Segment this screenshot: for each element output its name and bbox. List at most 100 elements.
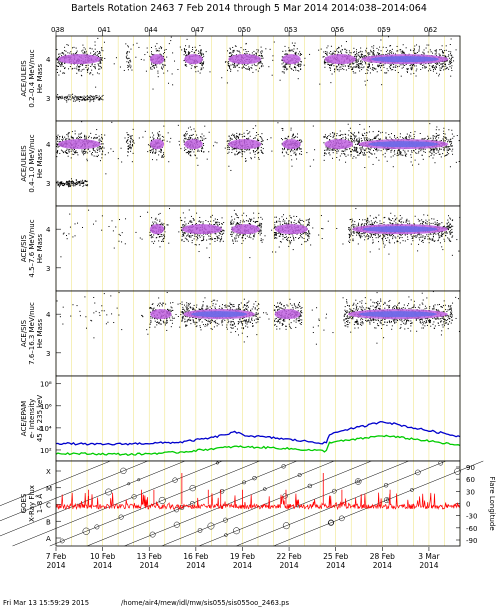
data-point: [446, 145, 448, 147]
data-point: [259, 234, 261, 236]
he3-point: [58, 98, 60, 100]
data-point: [200, 49, 202, 51]
he3-point: [57, 180, 59, 182]
data-point: [245, 220, 247, 222]
data-point: [199, 221, 201, 223]
he3-point: [90, 99, 92, 101]
data-point: [291, 42, 293, 44]
data-point: [249, 220, 251, 222]
data-point: [364, 62, 366, 64]
data-point: [374, 153, 376, 155]
data-point: [242, 236, 244, 238]
data-point: [216, 235, 218, 237]
data-point: [200, 67, 202, 69]
data-point: [305, 219, 307, 221]
data-point: [368, 148, 370, 150]
data-point: [293, 152, 295, 154]
data-point: [378, 149, 380, 151]
data-point: [71, 53, 73, 55]
data-point: [361, 145, 363, 147]
data-point: [436, 134, 438, 136]
data-point: [365, 72, 367, 74]
data-point: [362, 154, 364, 156]
data-point: [369, 53, 371, 55]
data-point: [354, 55, 356, 57]
data-point: [296, 48, 298, 50]
data-point: [235, 237, 237, 239]
data-point: [100, 147, 102, 149]
data-point: [289, 64, 291, 66]
data-point: [232, 46, 234, 48]
data-point: [366, 72, 368, 74]
he3-point: [64, 97, 66, 99]
data-point: [232, 50, 234, 52]
data-point: [227, 140, 229, 142]
data-point: [193, 219, 195, 221]
data-point: [332, 152, 334, 154]
data-point: [170, 137, 172, 139]
data-point: [221, 217, 223, 219]
data-point: [432, 70, 434, 72]
data-point: [57, 146, 59, 148]
data-point: [153, 67, 155, 69]
data-point: [253, 54, 255, 56]
data-point: [375, 136, 377, 138]
he3-point: [68, 94, 70, 96]
data-point: [374, 136, 376, 138]
data-point: [74, 133, 76, 135]
data-point: [245, 64, 247, 66]
data-point: [290, 155, 292, 157]
he3-point: [78, 98, 80, 100]
data-point: [59, 53, 61, 55]
he3-point: [97, 99, 99, 101]
data-point: [104, 134, 106, 136]
data-point: [127, 148, 129, 150]
data-point: [258, 230, 260, 232]
he3-point: [68, 182, 70, 184]
data-point: [391, 52, 393, 54]
data-point: [289, 66, 291, 68]
data-point: [67, 44, 69, 46]
data-point: [247, 149, 249, 151]
data-point: [282, 234, 284, 236]
data-point: [160, 152, 162, 154]
data-point: [456, 135, 458, 137]
data-point: [237, 137, 239, 139]
data-point: [396, 136, 398, 138]
data-point: [262, 152, 264, 154]
data-point: [127, 136, 129, 138]
data-point: [443, 55, 445, 57]
data-point: [184, 233, 186, 235]
he3-point: [57, 97, 59, 99]
data-point: [261, 57, 263, 59]
data-point: [357, 141, 359, 143]
data-point: [397, 152, 399, 154]
data-point: [67, 136, 69, 138]
data-point: [365, 63, 367, 65]
data-point: [164, 49, 166, 51]
data-point: [261, 143, 263, 145]
data-point: [94, 68, 96, 70]
data-point: [161, 240, 163, 242]
data-point: [197, 238, 199, 240]
data-point: [373, 50, 375, 52]
data-point: [356, 51, 358, 53]
he3-point: [73, 182, 75, 184]
data-point: [388, 66, 390, 68]
data-point: [219, 241, 221, 243]
data-point: [246, 68, 248, 70]
data-point: [412, 50, 414, 52]
data-point: [455, 161, 457, 163]
data-point: [241, 63, 243, 65]
data-point: [330, 82, 332, 84]
data-point: [75, 52, 77, 54]
data-point: [56, 152, 58, 154]
data-point: [336, 48, 338, 50]
he3-point: [74, 182, 76, 184]
data-point: [113, 63, 115, 65]
data-point: [364, 149, 366, 151]
data-point: [231, 219, 233, 221]
data-point: [100, 61, 102, 63]
data-point: [445, 60, 447, 62]
data-point: [355, 147, 357, 149]
